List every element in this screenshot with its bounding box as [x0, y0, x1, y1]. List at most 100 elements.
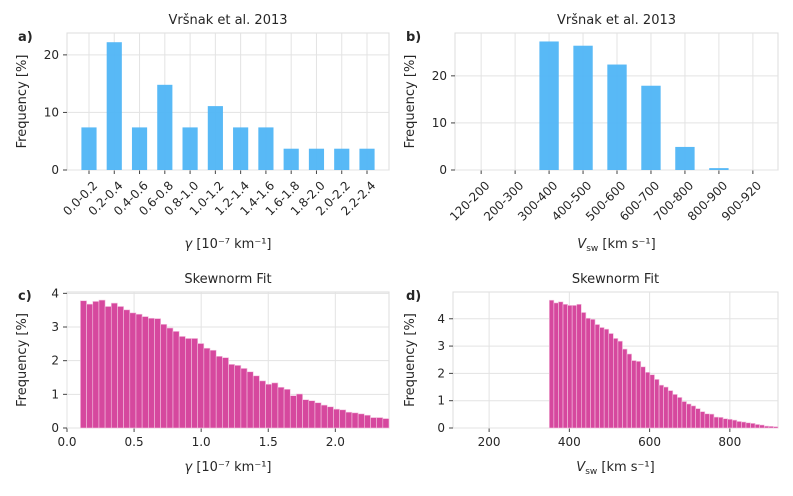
subplot-a: 0.0-0.20.2-0.40.4-0.60.6-0.80.8-1.01.0-1… — [15, 13, 390, 252]
bar — [345, 411, 353, 429]
bar — [677, 397, 683, 429]
y-tick-label: 0 — [51, 163, 59, 177]
bar — [594, 324, 600, 429]
x-tick-label: 1.5 — [259, 435, 278, 449]
y-tick-label: 0 — [439, 163, 447, 177]
bar — [351, 412, 359, 429]
bar — [645, 371, 651, 429]
bar — [741, 421, 747, 429]
bar — [704, 413, 710, 429]
bar — [382, 418, 390, 429]
bar — [773, 426, 779, 429]
bar — [209, 349, 217, 429]
bar — [585, 317, 591, 429]
bar — [166, 327, 174, 429]
y-tick-label: 1 — [437, 394, 445, 408]
bar — [709, 413, 715, 429]
bar — [81, 127, 97, 170]
bar — [271, 382, 279, 429]
bar — [370, 417, 377, 429]
bar — [681, 401, 687, 429]
subplot-title: Skewnorm Fit — [184, 272, 271, 287]
bar — [718, 417, 724, 429]
bar — [553, 302, 559, 429]
bar — [123, 309, 131, 429]
y-tick-label: 3 — [51, 320, 59, 334]
bar — [233, 127, 249, 170]
bar — [334, 148, 350, 170]
bar — [590, 319, 596, 429]
bar — [314, 402, 322, 429]
x-axis-label: γ [10⁻⁷ km⁻¹] — [185, 237, 272, 252]
bar — [106, 42, 122, 170]
bar — [613, 338, 619, 429]
bar — [129, 312, 137, 429]
x-tick-label: 200 — [478, 435, 501, 449]
y-tick-label: 3 — [437, 339, 445, 353]
x-axis-label: Vsw [km s⁻¹] — [576, 460, 654, 477]
bar — [191, 338, 198, 429]
bar — [258, 127, 274, 170]
y-tick-label: 20 — [432, 69, 447, 83]
bar — [117, 306, 124, 429]
bar — [207, 106, 223, 170]
bar — [141, 316, 149, 429]
subplot-title: Vršnak et al. 2013 — [168, 13, 287, 28]
bar — [157, 84, 173, 170]
panel-letter: c) — [18, 289, 32, 304]
bar — [308, 148, 325, 170]
subplot-title: Vršnak et al. 2013 — [557, 13, 676, 28]
bar — [709, 168, 729, 170]
y-axis-label: Frequency [%] — [403, 313, 418, 407]
y-tick-label: 20 — [44, 48, 59, 62]
bar — [203, 347, 211, 429]
bar — [690, 405, 696, 429]
x-tick-label: 800 — [718, 435, 741, 449]
bar — [110, 302, 118, 429]
bar — [376, 417, 384, 429]
x-tick-label: 2.0 — [326, 435, 345, 449]
bar — [731, 419, 738, 429]
x-tick-label: 1.0 — [192, 435, 211, 449]
bar — [154, 318, 161, 429]
bar — [357, 413, 365, 429]
bar — [641, 85, 661, 170]
bar — [148, 317, 155, 429]
x-axis-label: γ [10⁻⁷ km⁻¹] — [185, 460, 272, 475]
panel-letter: d) — [406, 289, 421, 304]
bar — [617, 340, 623, 429]
bar — [622, 348, 628, 429]
bar — [326, 406, 334, 429]
bar — [197, 343, 205, 429]
y-tick-label: 0 — [437, 421, 445, 435]
x-tick-label: 0.0 — [57, 435, 76, 449]
bar — [359, 148, 375, 170]
bar — [289, 395, 297, 429]
bar — [283, 148, 299, 170]
bar — [548, 299, 555, 429]
bar — [172, 331, 180, 429]
bar — [675, 146, 695, 170]
bar — [215, 355, 223, 429]
bar — [631, 360, 637, 429]
y-axis-label: Frequency [%] — [15, 313, 30, 407]
bar — [562, 303, 568, 429]
bar — [640, 366, 646, 429]
bar — [178, 336, 186, 429]
bar — [754, 424, 761, 429]
bar — [736, 421, 742, 429]
y-tick-label: 2 — [51, 354, 59, 368]
bar — [635, 361, 642, 429]
y-tick-label: 0 — [51, 421, 59, 435]
bar — [727, 418, 733, 429]
bar — [699, 411, 706, 429]
bar — [135, 313, 143, 429]
bar — [283, 388, 291, 429]
bar — [131, 127, 148, 170]
bar — [571, 305, 578, 429]
x-tick-label: 400 — [558, 435, 581, 449]
bar — [573, 45, 593, 170]
subplot-c: 0.0 0.5 1.0 1.5 2.0 0 1 2 3 4 Skewnorm Fit c) Freque… — [15, 272, 390, 475]
y-axis-label: Frequency [%] — [403, 55, 418, 149]
